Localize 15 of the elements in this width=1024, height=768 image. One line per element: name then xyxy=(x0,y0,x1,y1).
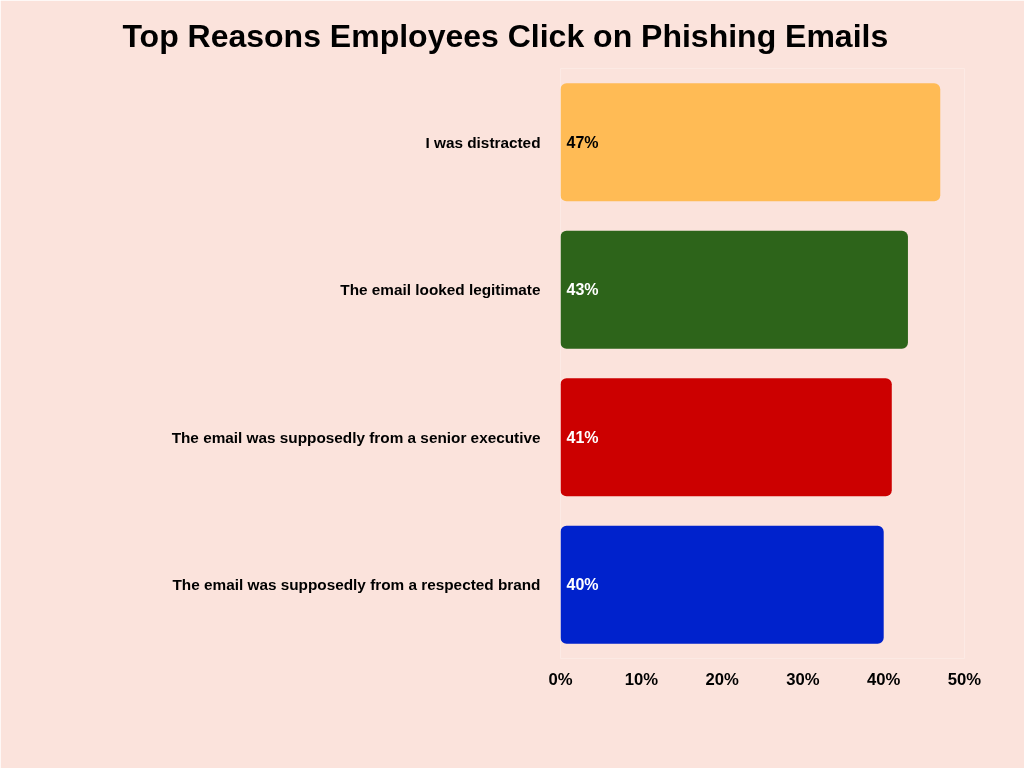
y-tick-label: The email looked legitimate xyxy=(340,281,541,299)
x-tick-label: 20% xyxy=(705,669,739,689)
x-tick-label: 50% xyxy=(947,669,982,689)
data-label: 41% xyxy=(566,428,599,446)
data-label: 47% xyxy=(566,133,599,151)
chart-title: Top Reasons Employees Click on Phishing Emails xyxy=(122,17,889,54)
data-label: 43% xyxy=(566,281,599,299)
y-tick-label: The email was supposedly from a senior executive xyxy=(171,428,541,446)
y-tick-label: I was distracted xyxy=(425,133,541,151)
x-tick-label: 30% xyxy=(786,669,820,689)
y-tick-label: The email was supposedly from a respected brand xyxy=(172,576,541,594)
data-label: 40% xyxy=(566,576,599,594)
x-tick-label: 10% xyxy=(624,669,659,689)
x-tick-label: 40% xyxy=(867,669,901,689)
x-tick-label: 0% xyxy=(548,669,573,689)
